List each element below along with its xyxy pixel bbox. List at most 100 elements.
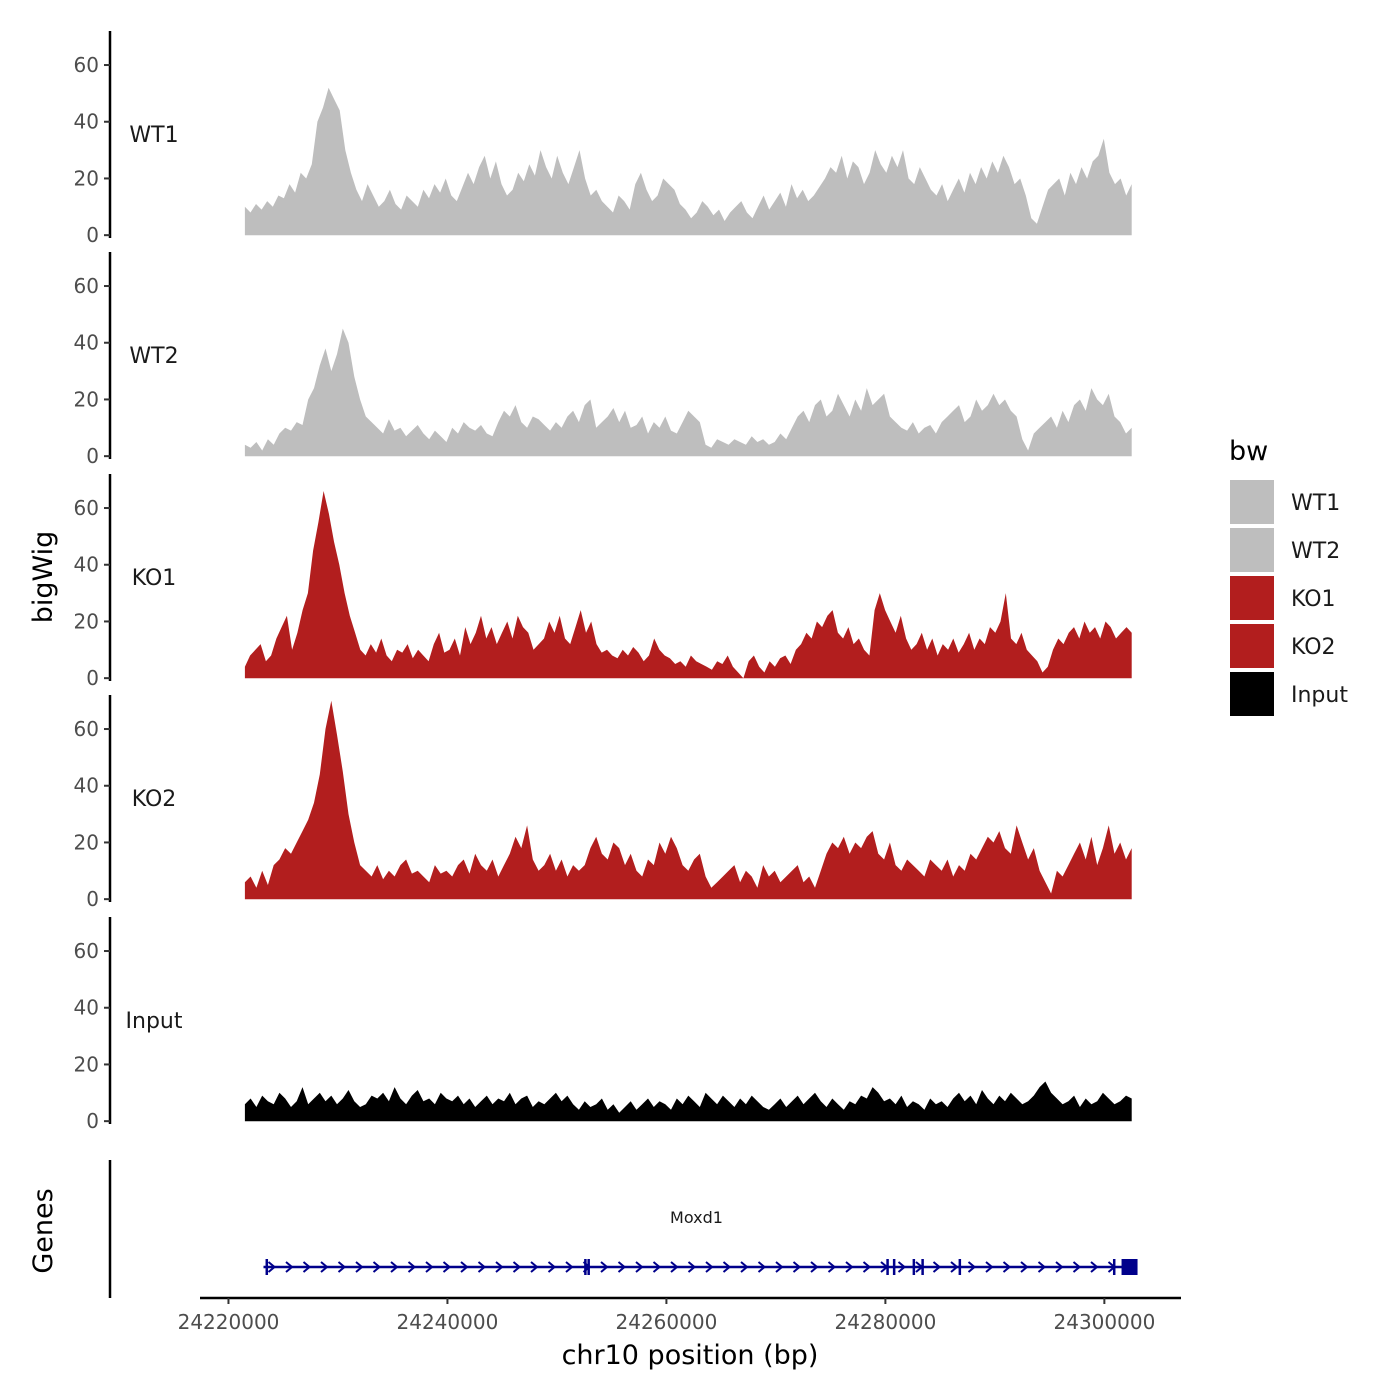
strand-arrow bbox=[285, 1261, 294, 1273]
y-axis-title: bigWig bbox=[28, 531, 59, 624]
strand-arrow bbox=[1020, 1261, 1029, 1273]
strand-arrow bbox=[1090, 1261, 1099, 1273]
legend-label: WT2 bbox=[1291, 539, 1340, 564]
track-label: WT2 bbox=[129, 344, 178, 369]
strand-arrow bbox=[617, 1261, 627, 1273]
exon-block bbox=[1121, 1259, 1138, 1275]
strand-arrow bbox=[792, 1261, 802, 1273]
x-tick-label: 24240000 bbox=[397, 1310, 499, 1334]
legend-label: Input bbox=[1291, 683, 1348, 708]
track-label: Input bbox=[126, 1009, 183, 1034]
track-wt2: 0 20 40 60 WT2 bbox=[74, 252, 1132, 468]
y-tick-label: 20 bbox=[74, 166, 99, 190]
genes-track-title: Genes bbox=[28, 1188, 59, 1273]
strand-arrow bbox=[355, 1261, 364, 1273]
signal-area-wt2 bbox=[244, 328, 1132, 457]
y-tick-label: 60 bbox=[74, 53, 99, 77]
strand-arrow bbox=[985, 1261, 994, 1273]
legend-swatch bbox=[1230, 672, 1274, 716]
strand-arrow bbox=[425, 1261, 434, 1273]
y-tick-label: 0 bbox=[86, 666, 99, 690]
strand-arrow bbox=[810, 1261, 819, 1273]
x-axis: 24220000 24240000 24260000 24280000 24300000 bbox=[178, 1296, 1181, 1334]
x-tick-label: 24300000 bbox=[1054, 1310, 1156, 1334]
strand-arrow bbox=[967, 1261, 977, 1273]
legend-label: WT1 bbox=[1291, 491, 1340, 516]
y-tick-label: 40 bbox=[74, 331, 99, 355]
strand-arrow bbox=[1037, 1261, 1047, 1273]
strand-arrow bbox=[512, 1261, 522, 1273]
strand-arrow bbox=[845, 1261, 854, 1273]
strand-arrow bbox=[337, 1261, 347, 1273]
strand-arrow bbox=[372, 1261, 382, 1273]
strand-arrow bbox=[302, 1261, 312, 1273]
strand-arrow bbox=[495, 1261, 504, 1273]
legend-item-ko2: KO2 bbox=[1230, 624, 1336, 668]
y-tick-label: 0 bbox=[86, 1109, 99, 1133]
track-label: KO2 bbox=[132, 787, 177, 812]
track-wt1: 0 20 40 60 WT1 bbox=[74, 31, 1132, 247]
strand-arrow bbox=[950, 1261, 959, 1273]
strand-arrow bbox=[862, 1261, 872, 1273]
legend: bw WT1 WT2 KO1 KO2 Input bbox=[1229, 436, 1348, 716]
strand-arrow bbox=[530, 1261, 539, 1273]
y-tick-label: 20 bbox=[74, 1052, 99, 1076]
strand-arrow bbox=[897, 1261, 907, 1273]
legend-item-wt1: WT1 bbox=[1230, 480, 1340, 524]
legend-item-ko1: KO1 bbox=[1230, 576, 1336, 620]
strand-arrow bbox=[687, 1261, 697, 1273]
y-tick-label: 0 bbox=[86, 223, 99, 247]
strand-arrow bbox=[635, 1261, 644, 1273]
strand-arrow bbox=[477, 1261, 487, 1273]
strand-arrow bbox=[600, 1261, 609, 1273]
legend-item-input: Input bbox=[1230, 672, 1348, 716]
x-tick-label: 24280000 bbox=[835, 1310, 937, 1334]
strand-arrow bbox=[705, 1261, 714, 1273]
y-tick-label: 60 bbox=[74, 274, 99, 298]
strand-arrow bbox=[460, 1261, 469, 1273]
legend-label: KO1 bbox=[1291, 587, 1336, 612]
y-tick-label: 60 bbox=[74, 496, 99, 520]
signal-area-ko2 bbox=[244, 700, 1132, 900]
y-tick-label: 20 bbox=[74, 387, 99, 411]
strand-arrow bbox=[775, 1261, 784, 1273]
strand-arrow bbox=[267, 1261, 277, 1273]
legend-swatch bbox=[1230, 528, 1274, 572]
strand-arrow bbox=[390, 1261, 399, 1273]
strand-arrow bbox=[407, 1261, 417, 1273]
strand-arrow bbox=[442, 1261, 452, 1273]
y-tick-label: 20 bbox=[74, 609, 99, 633]
x-axis-title: chr10 position (bp) bbox=[562, 1340, 819, 1371]
y-tick-label: 40 bbox=[74, 110, 99, 134]
y-tick-label: 60 bbox=[74, 717, 99, 741]
y-tick-label: 0 bbox=[86, 887, 99, 911]
y-tick-label: 40 bbox=[74, 774, 99, 798]
strand-arrow bbox=[722, 1261, 732, 1273]
track-input: 0 20 40 60 Input bbox=[74, 917, 1132, 1133]
y-tick-label: 40 bbox=[74, 553, 99, 577]
legend-item-wt2: WT2 bbox=[1230, 528, 1340, 572]
x-tick-label: 24220000 bbox=[178, 1310, 280, 1334]
strand-arrow bbox=[565, 1261, 574, 1273]
signal-tracks: 0 20 40 60 WT1 0 20 40 60 WT2 0 20 40 60 KO1 0 20 40 60 KO2… bbox=[74, 31, 1132, 1133]
signal-area-ko1 bbox=[244, 491, 1132, 679]
y-tick-label: 20 bbox=[74, 830, 99, 854]
genes-track: Moxd1 bbox=[108, 1160, 1138, 1298]
legend-swatch bbox=[1230, 624, 1274, 668]
legend-swatch bbox=[1230, 480, 1274, 524]
y-tick-label: 40 bbox=[74, 996, 99, 1020]
legend-title: bw bbox=[1229, 436, 1268, 467]
signal-area-wt1 bbox=[244, 87, 1132, 236]
gene-moxd1: Moxd1 bbox=[263, 1208, 1138, 1275]
strand-arrow bbox=[932, 1261, 942, 1273]
strand-arrow bbox=[740, 1261, 749, 1273]
track-label: WT1 bbox=[129, 123, 178, 148]
strand-arrow bbox=[1055, 1261, 1064, 1273]
strand-arrow bbox=[320, 1261, 329, 1273]
gene-label: Moxd1 bbox=[670, 1208, 723, 1227]
track-label: KO1 bbox=[132, 566, 177, 591]
track-ko1: 0 20 40 60 KO1 bbox=[74, 474, 1132, 690]
strand-arrow bbox=[1072, 1261, 1082, 1273]
strand-arrow bbox=[547, 1261, 557, 1273]
